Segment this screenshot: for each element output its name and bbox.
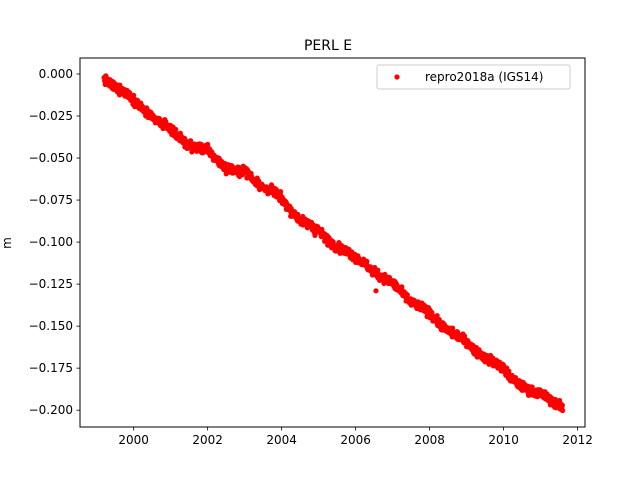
legend-box [376, 64, 571, 90]
data-point [373, 288, 379, 294]
x-tick-label: 2012 [562, 433, 593, 447]
y-tick-label: −0.025 [29, 109, 73, 123]
x-tick-label: 2006 [340, 433, 371, 447]
data-point [278, 189, 284, 195]
y-tick-label: 0.000 [39, 67, 73, 81]
data-point [295, 211, 301, 218]
chart-title: PERL E [304, 38, 352, 54]
legend-marker [394, 74, 400, 80]
y-tick-label: −0.175 [29, 361, 73, 375]
y-axis-label: m [0, 237, 14, 249]
y-tick-label: −0.150 [29, 319, 73, 333]
legend: repro2018a (IGS14) [376, 64, 571, 90]
y-tick-label: −0.075 [29, 193, 73, 207]
data-point [173, 126, 179, 133]
data-point [404, 292, 410, 298]
x-tick-label: 2004 [266, 433, 297, 447]
y-tick-label: −0.125 [29, 277, 73, 291]
data-point [559, 402, 565, 408]
y-tick-label: −0.100 [29, 235, 73, 249]
data-point [312, 232, 318, 238]
data-point [375, 267, 381, 273]
plot-frame [79, 57, 586, 428]
data-point [429, 309, 435, 316]
x-tick-label: 2010 [488, 433, 519, 447]
series-points [101, 73, 566, 414]
data-point [364, 258, 370, 265]
data-point [559, 407, 566, 414]
data-point [434, 313, 440, 319]
axes: 2000 2002 2004 2006 2008 2010 2012 0.000 −0.025 −… [29, 57, 593, 447]
y-tick-label: −0.200 [29, 403, 73, 417]
x-tick-label: 2002 [192, 433, 223, 447]
x-tick-label: 2000 [118, 433, 149, 447]
x-tick-label: 2008 [414, 433, 445, 447]
y-tick-label: −0.050 [29, 151, 73, 165]
legend-label: repro2018a (IGS14) [425, 70, 543, 84]
